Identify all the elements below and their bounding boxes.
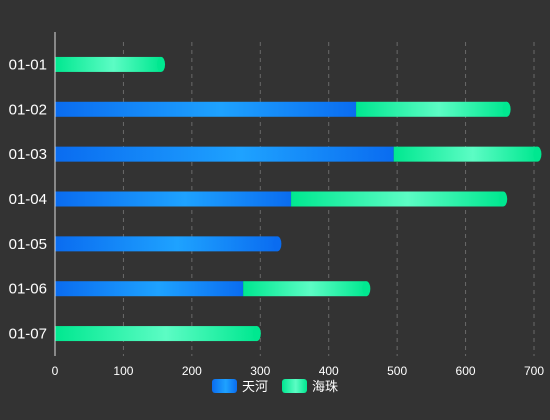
y-tick-label-01-02: 01-02: [9, 101, 47, 118]
bar-end-cap: [502, 101, 511, 117]
bar-01-06-海珠[interactable]: [243, 281, 371, 297]
bar-end-cap: [273, 236, 282, 252]
x-tick-label-700: 700: [524, 364, 544, 378]
legend-label: 海珠: [312, 380, 338, 395]
bar-body: [55, 191, 292, 207]
bar-01-04-天河[interactable]: [55, 191, 292, 207]
axes: 01-01 01-02 01-03 01-04 01-05 01-06 01-07 0 100 2…: [9, 32, 544, 378]
x-tick-label-100: 100: [113, 364, 133, 378]
bar-end-cap: [533, 146, 542, 162]
legend-item-海珠[interactable]: 海珠: [282, 379, 338, 395]
x-tick-label-300: 300: [250, 364, 270, 378]
bar-body: [55, 236, 278, 252]
bar-body: [356, 101, 507, 117]
bar-end-cap: [499, 191, 508, 207]
bar-01-02-海珠[interactable]: [356, 101, 511, 117]
legend-item-天河[interactable]: 天河: [212, 379, 268, 395]
x-tick-label-200: 200: [182, 364, 202, 378]
y-tick-label-01-05: 01-05: [9, 236, 47, 253]
legend-label: 天河: [242, 380, 268, 395]
x-tick-label-500: 500: [387, 364, 407, 378]
bar-01-02-天河[interactable]: [55, 101, 357, 117]
y-tick-label-01-07: 01-07: [9, 326, 47, 343]
bar-body: [291, 191, 504, 207]
bar-body: [55, 56, 162, 72]
bar-body: [55, 326, 257, 342]
y-tick-label-01-06: 01-06: [9, 281, 47, 298]
y-tick-label-01-04: 01-04: [9, 191, 47, 208]
bar-end-cap: [252, 326, 261, 342]
bar-end-cap: [157, 56, 166, 72]
x-tick-label-600: 600: [456, 364, 476, 378]
bar-body: [55, 146, 394, 162]
bar-body: [55, 101, 357, 117]
bar-01-05-天河[interactable]: [55, 236, 282, 252]
bar-01-06-天河[interactable]: [55, 281, 244, 297]
y-tick-label-01-01: 01-01: [9, 56, 47, 73]
bar-01-03-天河[interactable]: [55, 146, 394, 162]
bar-end-cap: [362, 281, 371, 297]
bar-body: [243, 281, 367, 297]
legend[interactable]: 天河 海珠: [212, 379, 338, 395]
bar-01-03-海珠[interactable]: [393, 146, 542, 162]
legend-swatch: [212, 379, 237, 393]
x-tick-label-0: 0: [52, 364, 59, 378]
bar-01-01-海珠[interactable]: [55, 56, 166, 72]
legend-swatch: [282, 379, 307, 393]
bar-01-04-海珠[interactable]: [291, 191, 508, 207]
bar-01-07-海珠[interactable]: [55, 326, 261, 342]
x-tick-label-400: 400: [319, 364, 339, 378]
bar-body: [55, 281, 244, 297]
bars: [55, 56, 542, 342]
y-tick-label-01-03: 01-03: [9, 146, 47, 163]
bar-body: [393, 146, 538, 162]
